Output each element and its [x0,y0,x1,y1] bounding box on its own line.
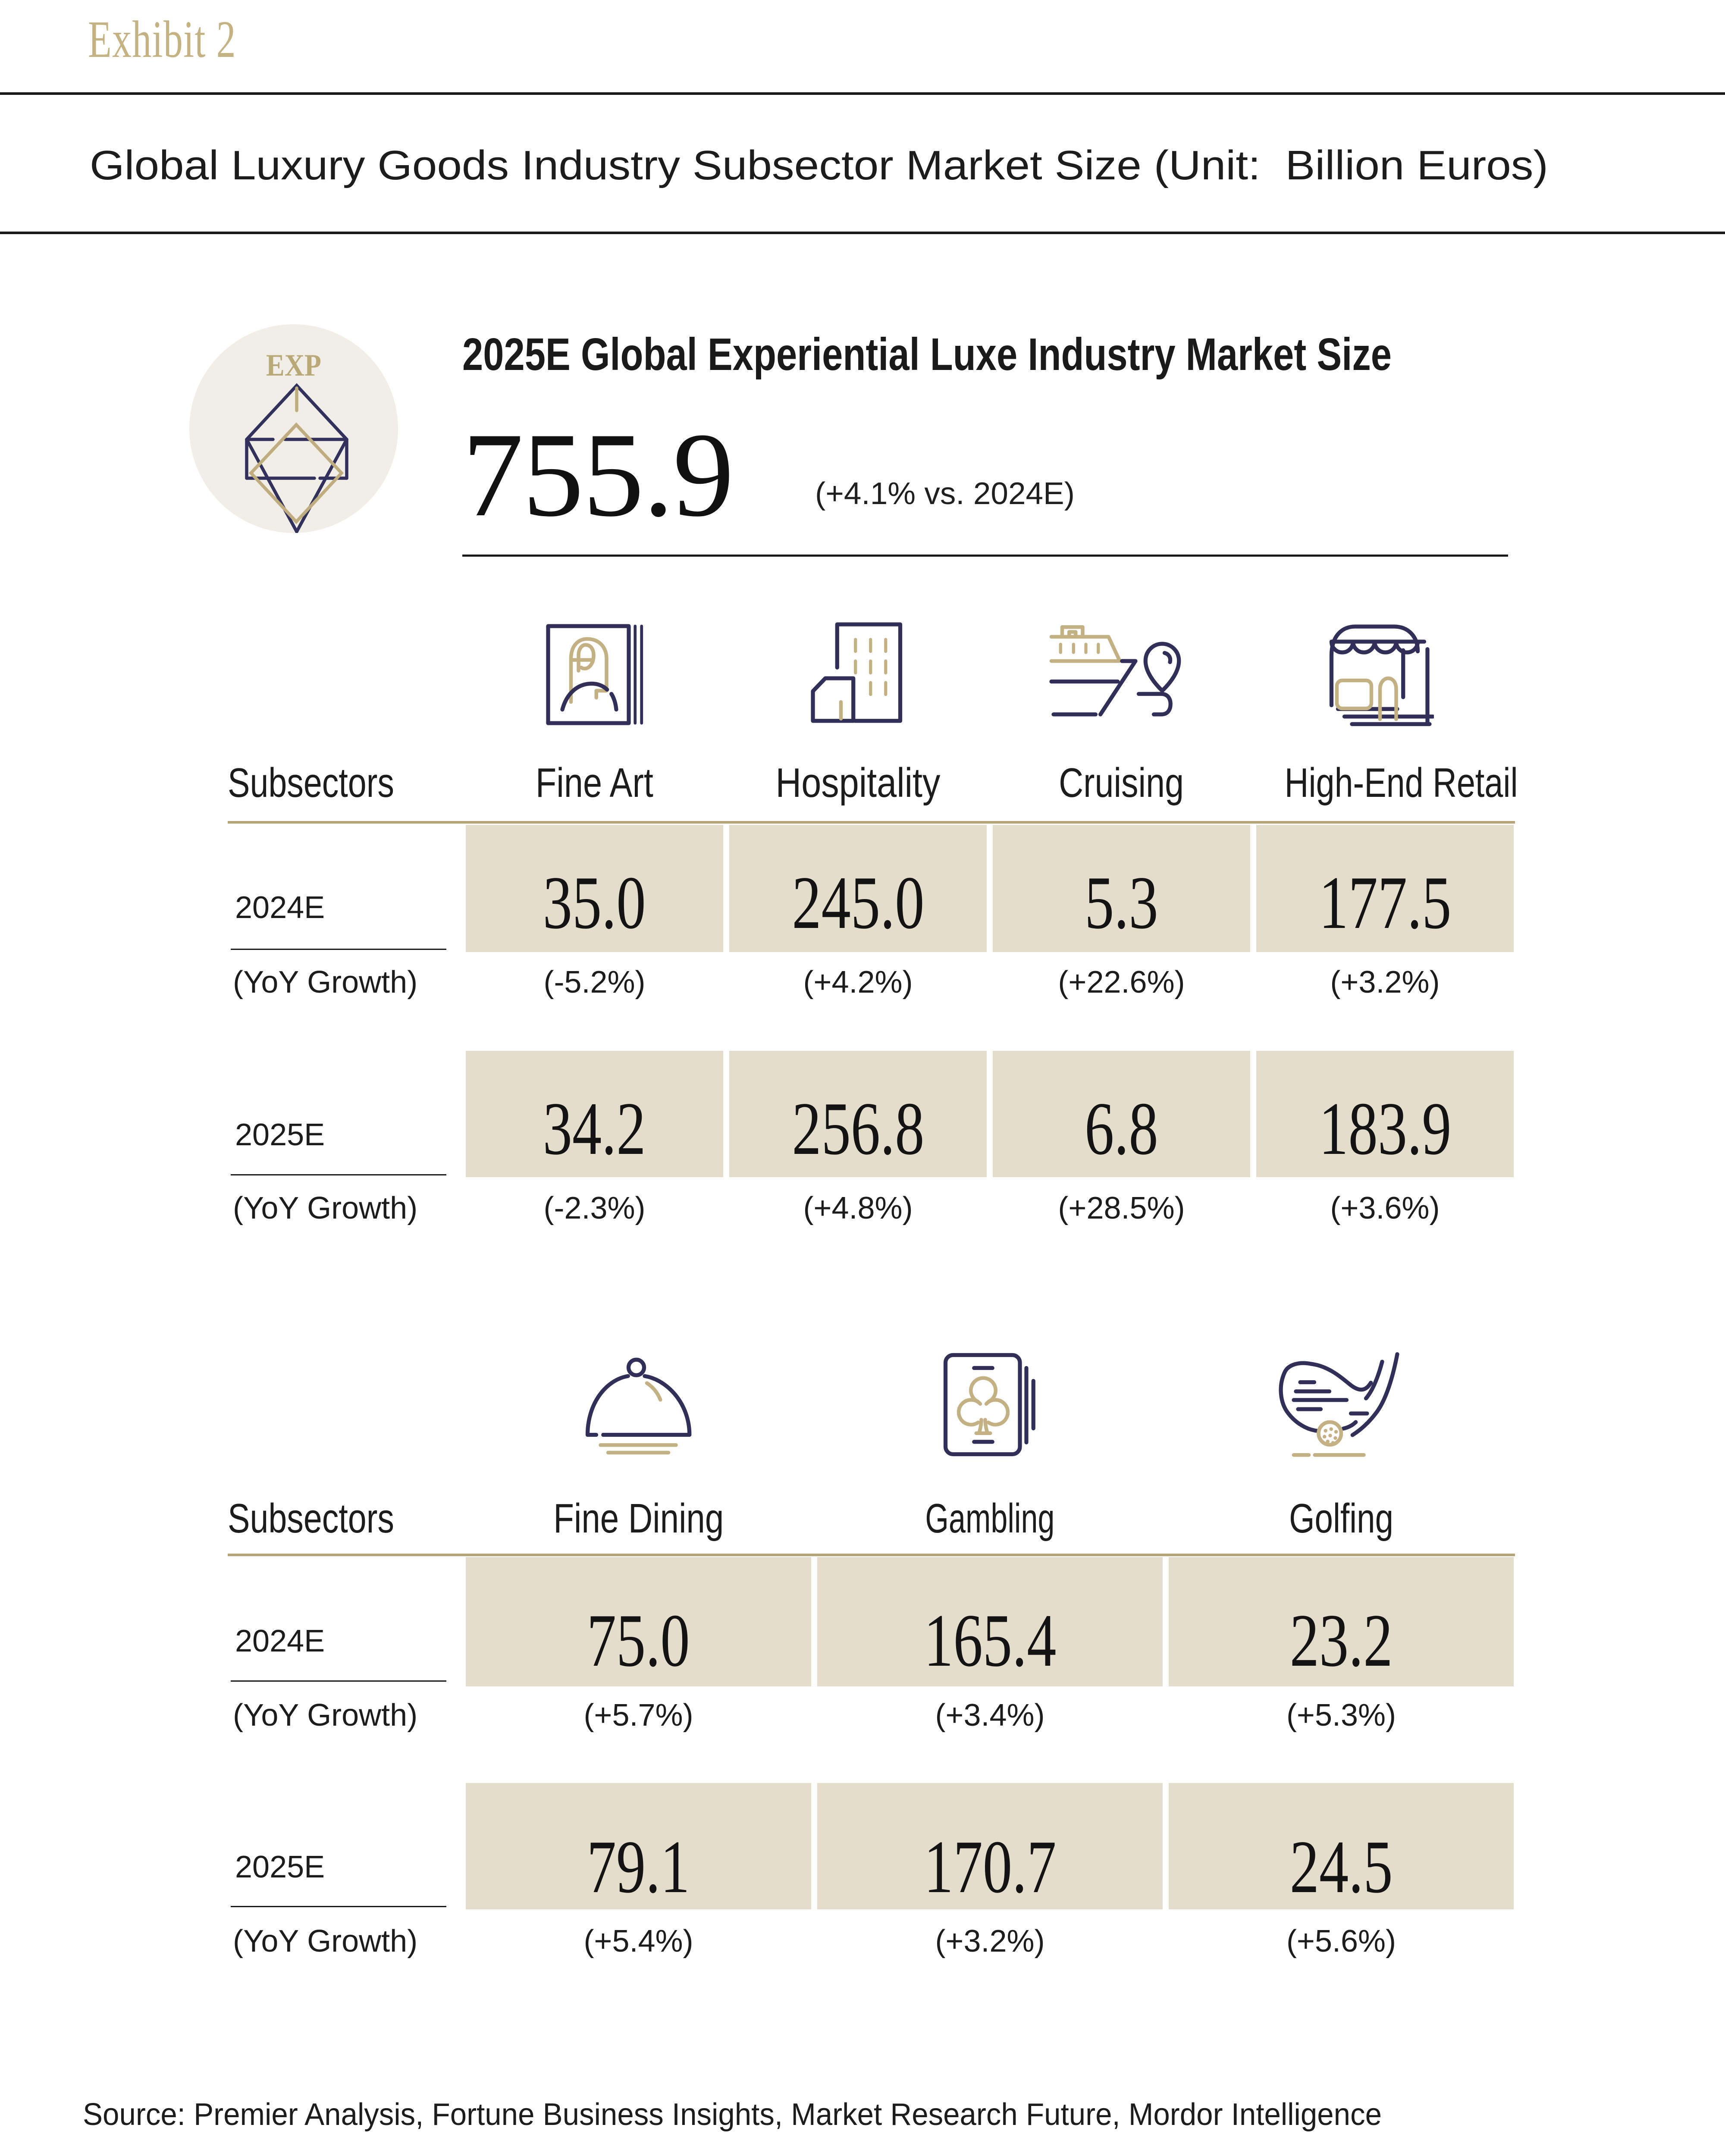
table1-cell-2025-high-end-retail: 183.9 [1256,1051,1514,1177]
table2-header-gambling: Gambling [925,1495,1055,1542]
table1-cell-2025-fine-art: 34.2 [466,1051,723,1177]
summary-headline: 2025E Global Experiential Luxe Industry … [462,329,1392,380]
table1-yoy-2024-fine-art: (-5.2%) [543,965,646,1000]
table2-cell-2024-gambling: 165.4 [817,1557,1163,1686]
table2-yoy-2024-gambling: (+3.4%) [935,1698,1045,1733]
table1-yoy-2024-label: (YoY Growth) [233,965,418,1000]
table2-yoy-2025-label: (YoY Growth) [233,1924,418,1959]
table1-yoy-2025-cruising: (+28.5%) [1058,1191,1185,1225]
title-rule [0,232,1725,234]
exhibit-label: Exhibit 2 [88,10,236,69]
table1-row-2024-underline [231,949,446,950]
gem-icon [245,383,348,533]
top-rule [0,92,1725,95]
table2-yoy-2025-fine-dining: (+5.4%) [583,1924,693,1959]
table1-header-high-end-retail: High-End Retail [1284,760,1518,806]
table1-yoy-2024-hospitality: (+4.2%) [803,965,913,1000]
exp-logo: EXP [189,324,398,533]
table1-row-2025-underline [231,1174,446,1175]
table2-row-2024-label: 2024E [235,1624,325,1658]
table1-cell-2024-fine-art: 35.0 [466,825,723,952]
table2-cell-2024-golfing: 23.2 [1169,1557,1514,1686]
table1-header-hospitality: Hospitality [775,760,941,806]
market-size-value: 755.9 [462,407,734,542]
cruising-icon [1049,620,1183,728]
table1-cell-2024-cruising: 5.3 [993,825,1250,952]
gambling-icon [936,1352,1044,1462]
table2-cell-2024-fine-dining: 75.0 [466,1557,811,1686]
table2-cell-2025-golfing: 24.5 [1169,1783,1514,1909]
table2-row-2025-label: 2025E [235,1850,325,1884]
table1-yoy-2025-hospitality: (+4.8%) [803,1191,913,1225]
table1-yoy-2025-high-end-retail: (+3.6%) [1330,1191,1440,1225]
table2-yoy-2024-label: (YoY Growth) [233,1698,418,1733]
table1-cell-2025-hospitality: 256.8 [729,1051,987,1177]
table2-yoy-2025-gambling: (+3.2%) [935,1924,1045,1959]
high-end-retail-icon [1326,620,1434,728]
table1-yoy-2025-label: (YoY Growth) [233,1191,418,1225]
source-note: Source: Premier Analysis, Fortune Busine… [83,2097,1382,2132]
table1-yoy-2025-fine-art: (-2.3%) [543,1191,646,1225]
logo-monogram: EXP [266,348,321,382]
table1-header-subsectors: Subsectors [228,760,394,806]
table2-cell-2025-gambling: 170.7 [817,1783,1163,1909]
table2-gold-rule [228,1554,1515,1556]
table1-row-2024-label: 2024E [235,890,325,925]
table1-cell-2024-hospitality: 245.0 [729,825,987,952]
table1-cell-2024-high-end-retail: 177.5 [1256,825,1514,952]
hospitality-icon [804,620,912,728]
fine-art-icon [541,620,649,728]
table1-gold-rule [228,821,1515,824]
table2-header-golfing: Golfing [1289,1495,1394,1542]
table2-header-fine-dining: Fine Dining [553,1495,724,1542]
table2-row-2025-underline [231,1906,446,1907]
table2-yoy-2024-fine-dining: (+5.7%) [583,1698,693,1733]
market-size-growth-note: (+4.1% vs. 2024E) [815,476,1075,511]
summary-underline [462,555,1508,557]
table2-header-subsectors: Subsectors [228,1495,394,1542]
table2-yoy-2024-golfing: (+5.3%) [1286,1698,1396,1733]
table1-cell-2025-cruising: 6.8 [993,1051,1250,1177]
fine-dining-icon [584,1354,692,1460]
page-title: Global Luxury Goods Industry Subsector M… [90,142,1548,188]
table1-yoy-2024-high-end-retail: (+3.2%) [1330,965,1440,1000]
table2-yoy-2025-golfing: (+5.6%) [1286,1924,1396,1959]
table1-header-cruising: Cruising [1059,760,1184,806]
table1-yoy-2024-cruising: (+22.6%) [1058,965,1185,1000]
table1-row-2025-label: 2025E [235,1118,325,1152]
table2-cell-2025-fine-dining: 79.1 [466,1783,811,1909]
table1-header-fine-art: Fine Art [535,760,653,806]
table2-row-2024-underline [231,1680,446,1682]
golfing-icon [1279,1349,1408,1461]
